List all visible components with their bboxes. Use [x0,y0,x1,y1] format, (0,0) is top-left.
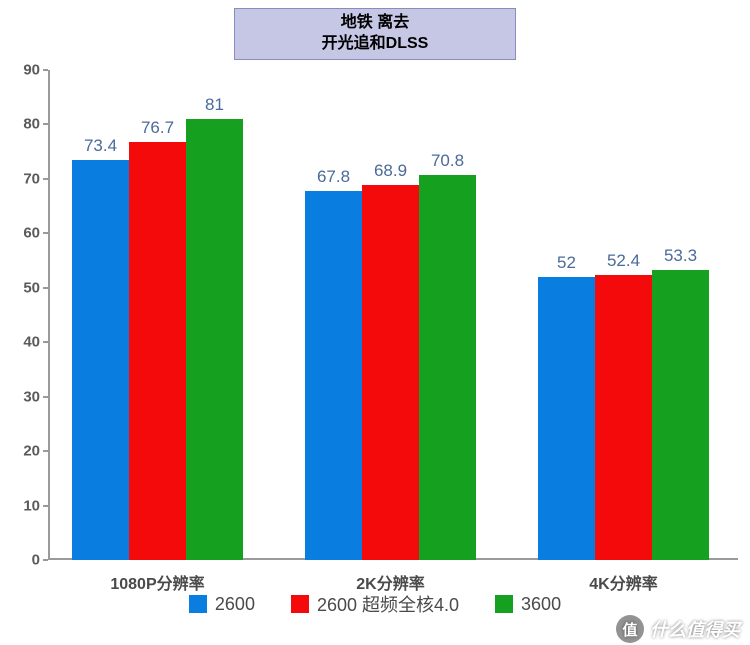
y-tick-label: 50 [23,279,40,296]
bar: 76.7 [129,142,186,560]
bar: 67.8 [305,191,362,560]
bar-value-label: 52.4 [607,251,640,271]
legend-item: 2600 [189,591,255,617]
legend-label: 3600 [521,594,561,615]
bar-group: 73.476.7811080P分辨率 [72,70,243,560]
y-tick-mark [43,341,48,343]
bar-value-label: 76.7 [141,118,174,138]
bar: 53.3 [652,270,709,560]
bar-value-label: 52 [557,253,576,273]
bar-value-label: 53.3 [664,246,697,266]
bar-value-label: 70.8 [431,151,464,171]
y-tick-mark [43,287,48,289]
watermark-badge-icon: 值 [616,615,644,643]
y-tick-mark [43,559,48,561]
bar: 73.4 [72,160,129,560]
legend-label: 2600 超频全核4.0 [317,591,459,617]
bar: 70.8 [419,175,476,560]
chart-container: 地铁 离去 开光追和DLSS 010203040506070809073.476… [0,0,750,645]
y-axis-line [48,70,50,560]
watermark: 值 什么值得买 [616,615,740,643]
legend-swatch-icon [189,595,207,613]
legend-item: 3600 [495,591,561,617]
chart-legend: 2600 2600 超频全核4.0 3600 [0,591,750,617]
y-tick-label: 80 [23,116,40,133]
bar-group: 67.868.970.82K分辨率 [305,70,476,560]
bar: 81 [186,119,243,560]
y-tick-label: 30 [23,388,40,405]
watermark-text: 什么值得买 [650,616,740,642]
bar-value-label: 73.4 [84,136,117,156]
chart-title-line1: 地铁 离去 [341,13,409,34]
bar: 52.4 [595,275,652,560]
chart-title-line2: 开光追和DLSS [322,34,429,55]
y-tick-label: 90 [23,62,40,79]
bar-group: 5252.453.34K分辨率 [538,70,709,560]
legend-item: 2600 超频全核4.0 [291,591,459,617]
bar-value-label: 67.8 [317,167,350,187]
chart-title: 地铁 离去 开光追和DLSS [234,8,516,60]
y-tick-mark [43,450,48,452]
bar: 52 [538,277,595,560]
plot-area: 010203040506070809073.476.7811080P分辨率67.… [48,70,738,560]
y-tick-mark [43,123,48,125]
bar-value-label: 81 [205,95,224,115]
y-tick-label: 10 [23,497,40,514]
y-tick-mark [43,69,48,71]
y-tick-label: 20 [23,443,40,460]
y-tick-mark [43,396,48,398]
y-tick-label: 40 [23,334,40,351]
bar-value-label: 68.9 [374,161,407,181]
y-tick-mark [43,505,48,507]
y-tick-label: 60 [23,225,40,242]
y-tick-label: 0 [32,552,40,569]
legend-swatch-icon [291,595,309,613]
legend-label: 2600 [215,594,255,615]
legend-swatch-icon [495,595,513,613]
y-tick-mark [43,232,48,234]
bar: 68.9 [362,185,419,560]
y-tick-label: 70 [23,170,40,187]
y-tick-mark [43,178,48,180]
